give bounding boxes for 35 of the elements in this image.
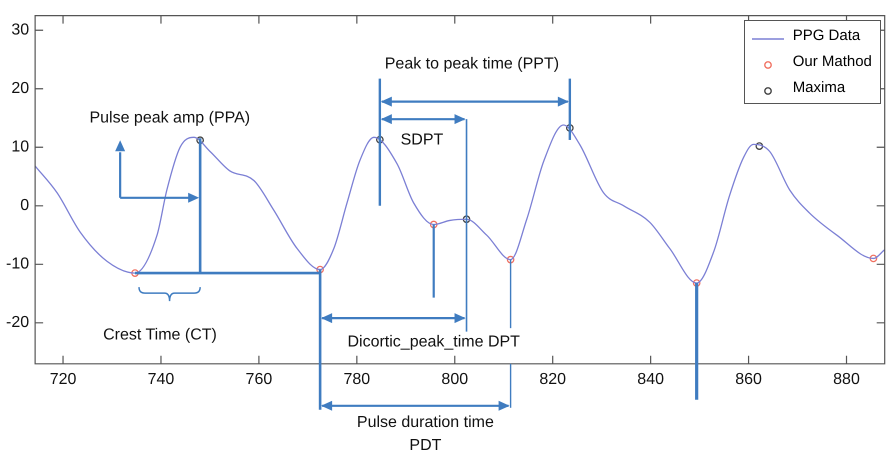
point	[131, 269, 139, 277]
point	[430, 220, 438, 228]
y-tick-label: -10	[6, 256, 30, 273]
point	[755, 142, 764, 150]
y-tick-label: 30	[11, 22, 30, 39]
point	[376, 136, 384, 144]
x-tick-label: 860	[735, 370, 762, 388]
legend-label: PPG Data	[792, 26, 860, 46]
x-tick-label: 820	[539, 370, 566, 388]
annotation: Dicortic_peak_time DPT	[347, 332, 520, 353]
annotation: Crest Time (CT)	[103, 325, 217, 346]
legend-label: Maxima	[792, 78, 846, 98]
point	[316, 266, 324, 274]
point	[566, 124, 574, 132]
y-tick-label: 20	[11, 80, 30, 98]
x-tick-label: 840	[637, 370, 664, 388]
y-tick-label: -20	[6, 314, 30, 332]
point	[506, 256, 514, 264]
y-tick-label: 0	[20, 197, 30, 214]
point	[870, 254, 878, 262]
x-tick-label: 800	[441, 370, 468, 388]
point	[196, 136, 204, 144]
x-tick-label: 720	[50, 370, 76, 388]
text: Pulse duration time PDT	[356, 413, 495, 456]
legend-label: Our Mathod	[792, 52, 872, 72]
y-tick-label: 10	[11, 138, 30, 156]
x-tick-label: 880	[833, 370, 860, 388]
point	[692, 279, 701, 287]
annotation: Pulse peak amp (PPA)	[89, 108, 250, 128]
point	[462, 215, 470, 224]
annotation: SDPT	[400, 130, 444, 150]
x-tick-label: 740	[148, 370, 174, 388]
annotation: Peak to peak time (PPT)	[384, 54, 560, 75]
x-tick-label: 760	[246, 370, 272, 388]
x-tick-label: 780	[343, 370, 370, 388]
